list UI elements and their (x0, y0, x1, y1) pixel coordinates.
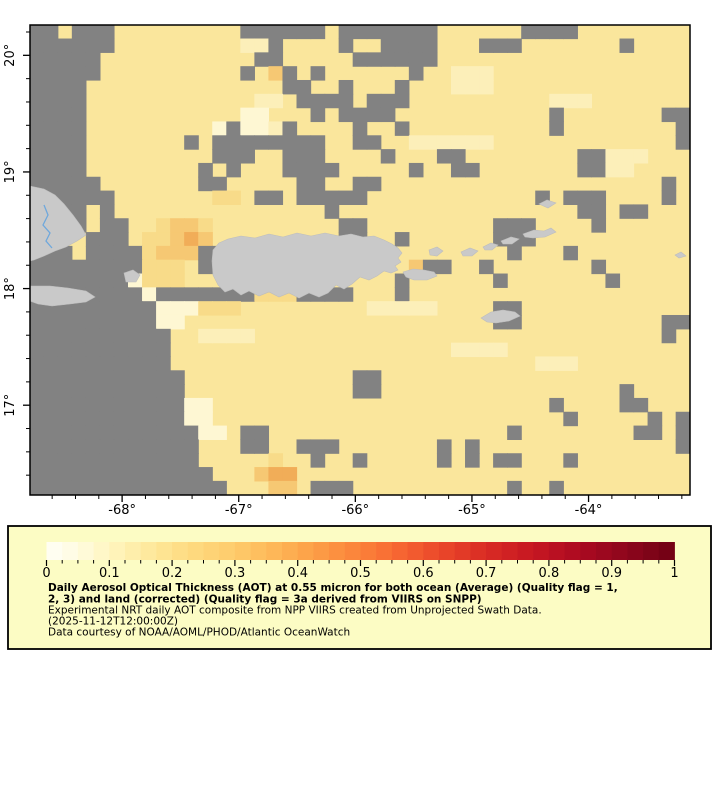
lat-tick-label: 17° (3, 394, 18, 417)
map-plot: -68° -67° -66° -65° -64° 20° 19° 18° 17° (3, 24, 691, 518)
colorbar-tick-label: 0.7 (476, 566, 497, 581)
hispaniola-east-coast (30, 185, 87, 262)
colorbar-tick-label: 0.5 (350, 566, 371, 581)
puerto-rico (211, 232, 403, 299)
lat-tick-label: 19° (3, 160, 18, 183)
colorbar-tick-label: 0.1 (99, 566, 120, 581)
tortola-island (500, 236, 520, 245)
st-thomas-island (460, 247, 479, 257)
colorbar-tick-label: 0.6 (413, 566, 434, 581)
legend-caption-line-3: Experimental NRT daily AOT composite fro… (48, 605, 542, 617)
colorbar-tick-label: 0 (42, 566, 50, 581)
colorbar-tick-label: 0.4 (287, 566, 308, 581)
legend-caption-timestamp: (2025-11-12T12:00:00Z) (48, 616, 178, 628)
colorbar-tick-label: 0.8 (539, 566, 560, 581)
legend-caption-courtesy: Data courtesy of NOAA/AOML/PHOD/Atlantic… (48, 627, 350, 639)
lon-tick-label: -65° (458, 503, 486, 518)
colorbar-tick-label: 0.9 (601, 566, 622, 581)
lat-tick-label: 18° (3, 277, 18, 300)
anegada-island (538, 199, 557, 209)
st-martin-island (674, 251, 687, 259)
colorbar-tick-label: 0.2 (162, 566, 183, 581)
colorbar-tick-label: 1 (670, 566, 678, 581)
colorbar-ticks: 0 0.1 0.2 0.3 0.4 0.5 0.6 0.7 0.8 0.9 1 (42, 560, 679, 581)
land-shapes (30, 185, 687, 324)
lon-tick-label: -67° (225, 503, 253, 518)
st-john-island (482, 242, 499, 251)
vieques-island (402, 268, 438, 281)
colorbar: 0 0.1 0.2 0.3 0.4 0.5 0.6 0.7 0.8 0.9 1 (42, 542, 679, 581)
lon-tick-label: -64° (575, 503, 603, 518)
virgin-gorda-island (522, 227, 557, 239)
legend-caption-line-2: 2, 3) and land (corrected) (Quality flag… (48, 594, 482, 606)
map-border (29, 24, 691, 496)
colorbar-tick-label: 0.3 (225, 566, 246, 581)
legend-caption-line-1: Daily Aerosol Optical Thickness (AOT) at… (48, 582, 618, 594)
hispaniola-saona-spit (30, 285, 96, 307)
river-line (42, 204, 53, 249)
lat-tick-label: 20° (3, 44, 18, 67)
colorbar-segments (46, 542, 675, 560)
mona-island (123, 269, 141, 283)
st-croix-island (480, 309, 521, 324)
legend-panel: 0 0.1 0.2 0.3 0.4 0.5 0.6 0.7 0.8 0.9 1 Daily Aero… (7, 525, 712, 650)
culebra-island (428, 246, 444, 257)
axis-ticks: -68° -67° -66° -65° -64° 20° 19° 18° 17° (3, 31, 683, 518)
lon-tick-label: -66° (341, 503, 369, 518)
lon-tick-label: -68° (108, 503, 136, 518)
